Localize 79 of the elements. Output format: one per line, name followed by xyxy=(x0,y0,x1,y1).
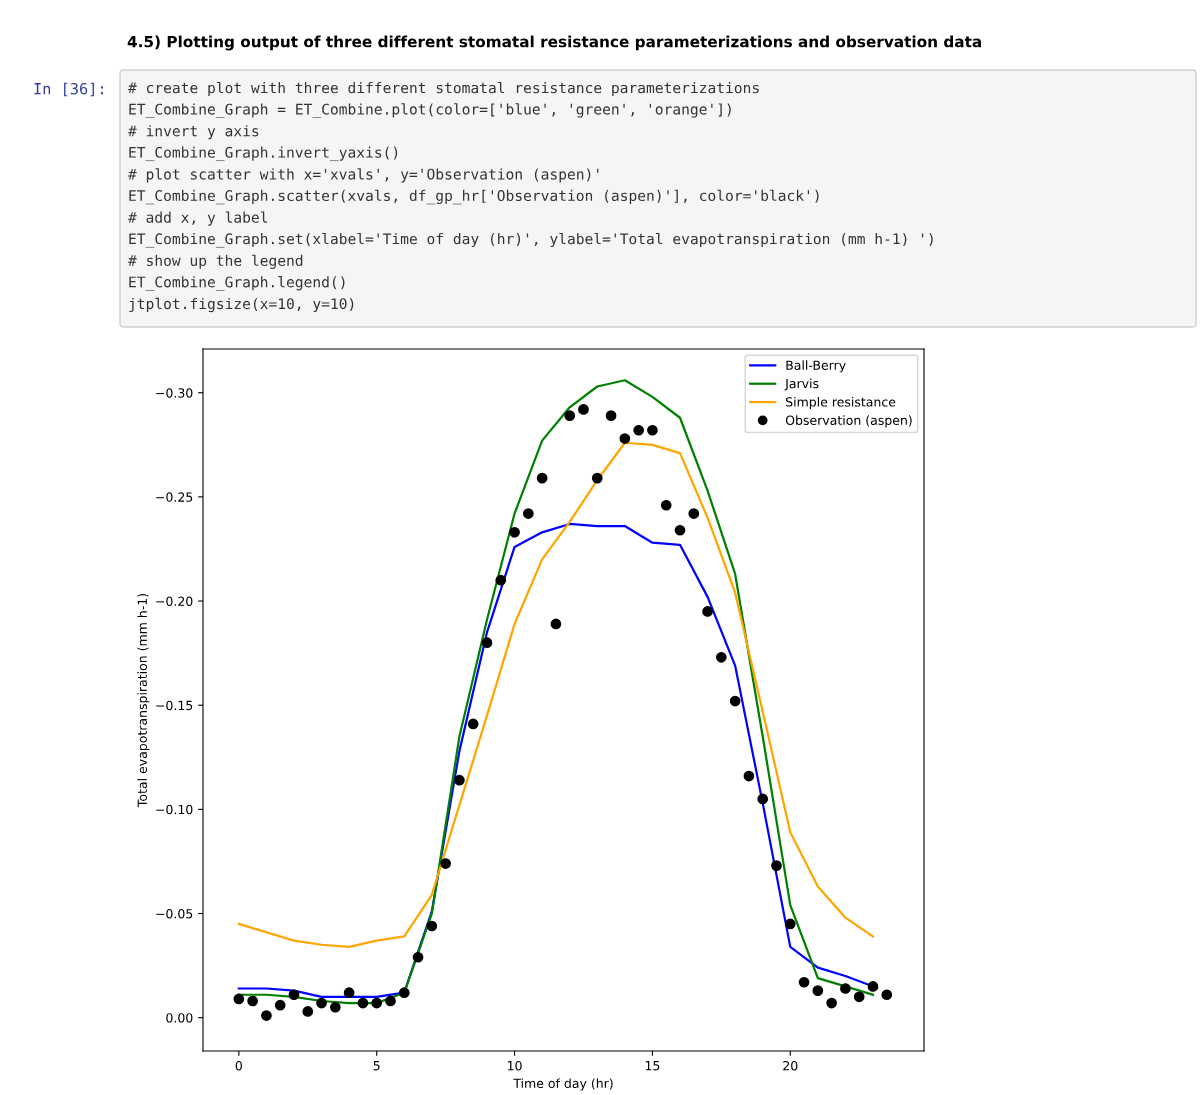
text: # create plot with three different stomatal resistance parameterizations xyxy=(128,81,759,97)
point xyxy=(481,637,493,649)
point xyxy=(674,524,686,536)
x-tick-label: 0 xyxy=(235,1060,242,1071)
point xyxy=(771,860,782,871)
x-tick-label: 20 xyxy=(783,1060,798,1071)
point xyxy=(840,983,851,994)
y-tick-label: −0.25 xyxy=(156,492,193,502)
point xyxy=(426,920,438,932)
text: jtplot.figsize(x=10, y=10) xyxy=(129,297,354,313)
point xyxy=(274,999,286,1011)
x-tick-label: 5 xyxy=(373,1061,380,1071)
y-axis-title: Total evapotranspiration (mm h-1) xyxy=(137,593,150,808)
point xyxy=(729,695,741,707)
point xyxy=(495,574,507,586)
text: ET_Combine_Graph.scatter(xvals, df_gp_hr['Observation (aspen)'], color='black') xyxy=(129,189,819,205)
point xyxy=(467,718,479,730)
y-tick-label: −0.30 xyxy=(156,388,193,398)
y-tick-label: −0.20 xyxy=(156,596,193,606)
x-tick-label: 15 xyxy=(645,1061,660,1071)
point xyxy=(371,997,383,1009)
text: # invert y axis xyxy=(128,125,259,140)
point xyxy=(412,951,424,963)
point xyxy=(757,793,769,805)
legend-label: Observation (aspen) xyxy=(785,415,912,428)
point xyxy=(233,993,245,1005)
x-axis-title: Time of day (hr) xyxy=(513,1078,613,1091)
point xyxy=(564,410,576,422)
point xyxy=(357,997,369,1009)
point xyxy=(288,989,300,1001)
y-tick-label: 0.00 xyxy=(166,1013,193,1023)
point xyxy=(633,424,644,436)
point xyxy=(881,989,893,1001)
text: ET_Combine_Graph = ET_Combine.plot(color=['blue', 'green', 'orange']) xyxy=(129,103,731,118)
point xyxy=(647,424,658,436)
point xyxy=(715,651,727,663)
point xyxy=(702,606,713,617)
point xyxy=(509,526,520,538)
point xyxy=(660,499,672,511)
point xyxy=(316,997,327,1009)
text: # plot scatter with x='xvals', y='Observation (aspen)' xyxy=(128,168,599,183)
point xyxy=(688,508,700,519)
text: # show up the legend xyxy=(128,254,303,269)
y-tick-label: −0.05 xyxy=(156,908,193,919)
x-tick-label: 10 xyxy=(507,1060,522,1071)
point xyxy=(867,981,879,992)
point xyxy=(440,858,451,869)
point xyxy=(550,618,562,630)
point xyxy=(853,991,865,1003)
point xyxy=(302,1006,314,1017)
chart-title: 4.5) Plotting output of three different stomatal resistance parameterizations and observation data xyxy=(127,35,982,51)
point xyxy=(536,472,548,484)
point xyxy=(591,472,603,484)
point xyxy=(329,1001,341,1013)
text: ET_Combine_Graph.invert_yaxis() xyxy=(129,146,398,162)
text: ET_Combine_Graph.set(xlabel='Time of day (hr)', ylabel='Total evapotranspiration (mm h-1) ') xyxy=(129,232,933,248)
point xyxy=(261,1010,272,1021)
y-tick-label: −0.10 xyxy=(156,804,193,815)
legend-label: Ball-Berry xyxy=(786,360,846,373)
text: In [36]: xyxy=(34,82,103,97)
point xyxy=(247,995,258,1007)
point xyxy=(605,410,617,422)
point xyxy=(522,508,534,519)
point xyxy=(743,770,755,782)
legend-label: Simple resistance xyxy=(786,396,896,410)
point xyxy=(798,976,810,988)
point xyxy=(812,985,824,996)
point xyxy=(454,774,465,786)
point xyxy=(398,987,410,999)
legend-label: Jarvis xyxy=(784,378,819,391)
point xyxy=(619,433,631,444)
point xyxy=(578,404,589,415)
text: # add x, y label xyxy=(128,211,268,226)
point xyxy=(826,997,837,1009)
point xyxy=(784,918,796,930)
text: ET_Combine_Graph.legend() xyxy=(129,276,345,291)
y-tick-label: −0.15 xyxy=(156,700,193,711)
point xyxy=(343,987,355,999)
point xyxy=(385,995,396,1007)
